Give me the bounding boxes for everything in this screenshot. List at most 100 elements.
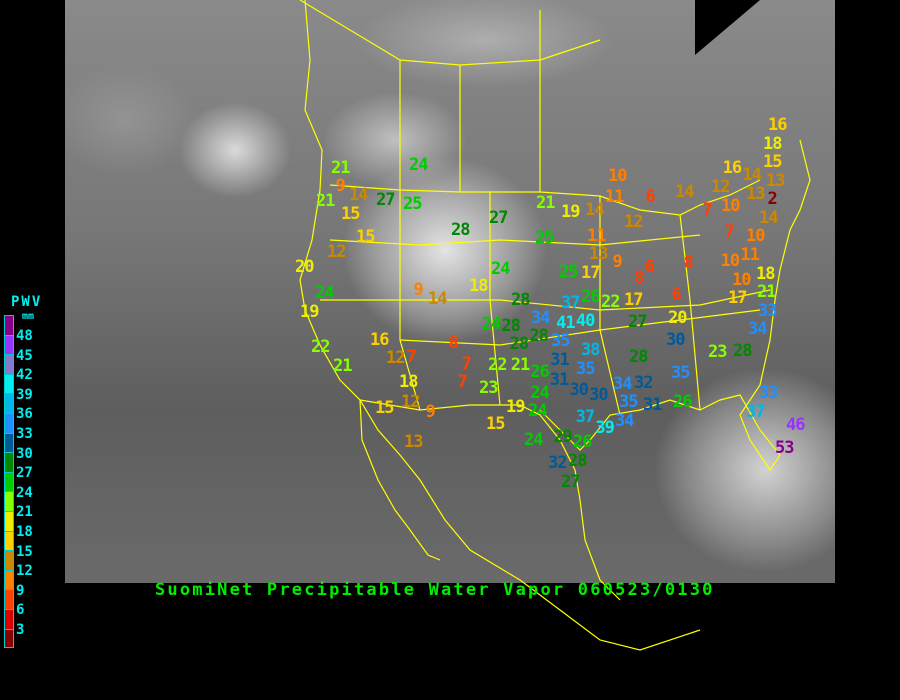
station-pwv-value: 13 <box>746 183 766 204</box>
station-pwv-value: 15 <box>486 413 506 434</box>
legend-tick: 48 <box>16 328 33 344</box>
station-pwv-value: 21 <box>315 190 336 211</box>
station-pwv-value: 24 <box>491 258 511 279</box>
station-pwv-value: 28 <box>568 450 588 471</box>
station-pwv-value: 9 <box>612 251 623 272</box>
legend-tick: 36 <box>16 406 33 423</box>
station-pwv-value: 2 <box>767 189 778 210</box>
station-pwv-value: 37 <box>575 406 596 427</box>
station-pwv-value: 27 <box>489 207 509 228</box>
legend-tick: 30 <box>16 445 33 462</box>
station-pwv-value: 41 <box>556 312 576 333</box>
station-pwv-value: 7 <box>461 353 472 374</box>
legend-band <box>4 569 14 590</box>
legend-band <box>4 471 14 492</box>
station-pwv-value: 16 <box>768 115 788 136</box>
station-pwv-value: 12 <box>624 211 644 232</box>
legend-tick: 33 <box>16 426 33 442</box>
station-pwv-value: 11 <box>587 225 607 246</box>
station-pwv-value: 15 <box>341 203 361 224</box>
legend-band <box>4 628 14 649</box>
legend-band <box>4 393 14 413</box>
station-pwv-value: 7 <box>406 346 417 367</box>
legend-band <box>4 354 14 374</box>
station-pwv-value: 6 <box>645 186 656 207</box>
legend-tick: 27 <box>16 465 33 482</box>
station-pwv-value: 33 <box>759 383 779 404</box>
map-title: SuomiNet Precipitable Water Vapor 060523… <box>155 580 715 600</box>
legend-title: PWV <box>11 294 43 310</box>
station-pwv-value: 25 <box>535 227 555 248</box>
station-pwv-value: 32 <box>548 452 568 473</box>
legend-band <box>4 608 14 629</box>
station-pwv-value: 17 <box>581 263 601 284</box>
station-pwv-value: 14 <box>742 165 762 186</box>
satellite-image <box>65 0 835 583</box>
station-pwv-value: 21 <box>333 355 353 376</box>
station-pwv-value: 16 <box>722 157 743 178</box>
station-pwv-value: 35 <box>619 392 639 413</box>
canada-us-border <box>329 179 761 216</box>
station-pwv-value: 12 <box>386 348 406 369</box>
station-pwv-value: 9 <box>425 401 436 422</box>
station-pwv-value: 10 <box>746 226 766 247</box>
station-pwv-value: 24 <box>409 154 429 175</box>
station-pwv-value: 40 <box>575 311 596 332</box>
state-line <box>599 196 621 416</box>
legend-tick: 9 <box>16 582 25 599</box>
station-pwv-value: 28 <box>501 315 521 336</box>
station-pwv-value: 38 <box>581 340 601 361</box>
station-pwv-value: 13 <box>589 244 609 265</box>
station-pwv-value: 14 <box>349 185 369 206</box>
station-pwv-value: 17 <box>624 289 644 310</box>
station-pwv-value: 23 <box>708 341 728 362</box>
legend-tick: 18 <box>16 524 33 540</box>
color-scale-bar <box>4 315 14 649</box>
station-pwv-value: 7 <box>457 372 468 393</box>
station-pwv-value: 10 <box>720 251 741 272</box>
station-pwv-value: 20 <box>295 256 315 277</box>
station-pwv-value: 28 <box>451 219 471 240</box>
station-pwv-value: 32 <box>634 372 654 393</box>
station-pwv-value: 24 <box>530 382 550 403</box>
legend-band <box>4 412 14 433</box>
station-pwv-value: 10 <box>732 269 752 290</box>
station-pwv-value: 34 <box>615 410 635 431</box>
legend-band <box>4 491 14 511</box>
station-pwv-value: 30 <box>666 329 686 350</box>
legend-band <box>4 589 14 609</box>
station-pwv-value: 14 <box>759 207 779 228</box>
station-pwv-value: 14 <box>675 181 695 202</box>
station-pwv-value: 7 <box>724 221 735 242</box>
state-line <box>679 214 701 411</box>
state-line <box>399 190 421 411</box>
station-pwv-value: 28 <box>529 326 549 347</box>
station-pwv-value: 28 <box>629 346 649 367</box>
station-pwv-value: 20 <box>668 307 688 328</box>
station-pwv-value: 26 <box>572 432 593 453</box>
station-pwv-value: 14 <box>585 199 605 220</box>
gulf-coast <box>539 139 811 472</box>
station-pwv-value: 12 <box>711 177 731 198</box>
station-pwv-value: 15 <box>375 397 395 418</box>
station-pwv-value: 9 <box>335 176 346 197</box>
station-pwv-value: 35 <box>671 362 691 383</box>
state-line <box>320 289 771 311</box>
station-pwv-value: 34 <box>613 373 633 394</box>
station-pwv-value: 15 <box>356 226 376 247</box>
station-pwv-value: 11 <box>604 186 625 207</box>
station-pwv-value: 15 <box>763 152 783 173</box>
station-pwv-value: 12 <box>327 241 347 262</box>
station-pwv-value: 24 <box>315 283 335 304</box>
state-line <box>489 192 501 406</box>
legend-tick: 6 <box>16 602 25 619</box>
station-pwv-value: 9 <box>413 279 424 300</box>
legend-tick: 45 <box>16 347 33 364</box>
station-pwv-value: 46 <box>786 414 806 435</box>
station-pwv-value: 31 <box>643 394 663 415</box>
station-pwv-value: 13 <box>765 170 786 191</box>
legend-tick: 42 <box>16 367 33 384</box>
station-pwv-value: 13 <box>404 431 424 452</box>
